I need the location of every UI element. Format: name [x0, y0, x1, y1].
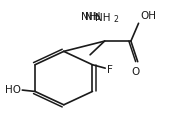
Text: HO: HO: [5, 85, 21, 95]
Text: O: O: [132, 67, 140, 77]
Text: OH: OH: [140, 11, 156, 21]
Text: NH: NH: [85, 12, 100, 22]
Text: F: F: [107, 65, 113, 75]
Text: 2: 2: [114, 15, 119, 24]
Text: NH: NH: [95, 13, 111, 23]
Text: NH₂: NH₂: [81, 12, 100, 22]
